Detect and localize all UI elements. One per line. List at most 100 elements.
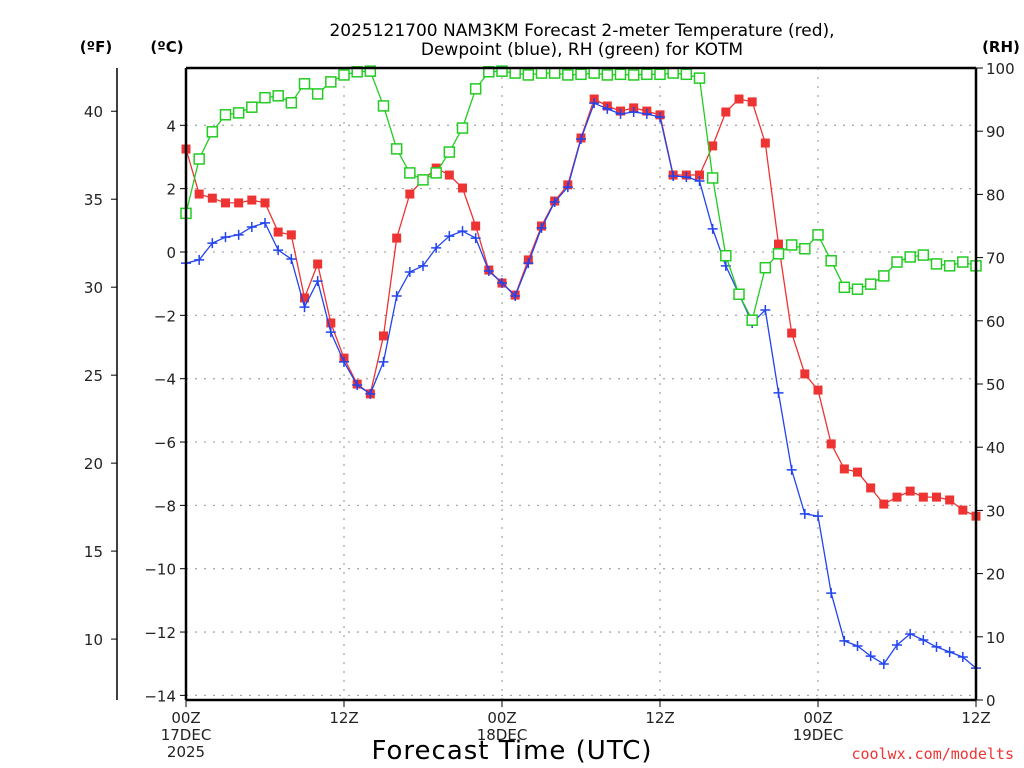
x-tick-label: 18DEC — [477, 726, 528, 744]
temperature-point — [260, 198, 270, 208]
temperature-point — [721, 107, 731, 117]
rh-point — [509, 67, 521, 79]
temperature-point — [247, 195, 257, 205]
plot-frame — [184, 66, 978, 702]
dewpoint-point — [562, 182, 573, 193]
rh-point — [338, 69, 350, 81]
celsius-tick-label: 2 — [166, 181, 176, 199]
dewpoint-point — [602, 103, 613, 114]
rh-point — [706, 172, 719, 184]
rh-point — [298, 78, 311, 90]
dewpoint-point — [194, 254, 205, 265]
celsius-tick-label: −6 — [154, 434, 176, 452]
x-tick-label: 12Z — [329, 709, 358, 727]
dewpoint-point — [628, 107, 639, 118]
temperature-point — [207, 193, 217, 203]
rh-point — [469, 83, 482, 95]
dewpoint-point — [220, 232, 231, 243]
dewpoint-point — [286, 253, 297, 264]
rh-point — [548, 67, 561, 79]
rh-point — [404, 167, 416, 179]
temperature-point — [760, 138, 770, 148]
rh-tick-label: 10 — [986, 629, 1005, 647]
rh-point — [930, 258, 943, 270]
dewpoint-point — [655, 112, 665, 123]
temperature-point — [471, 221, 481, 231]
series-rh — [180, 65, 982, 326]
temperature-point — [774, 239, 783, 249]
dewpoint-point — [207, 238, 218, 249]
rh-point — [443, 146, 456, 158]
axes: 40353025201510420−2−4−6−8−10−12−14100908… — [84, 60, 1015, 761]
rh-point — [785, 239, 798, 251]
rh-point — [456, 122, 469, 134]
x-tick-label: 12Z — [645, 709, 674, 727]
rh-point — [733, 288, 745, 301]
rh-axis-label: (RH) — [982, 38, 1020, 56]
dewpoint-point — [497, 278, 507, 289]
rh-tick-label: 0 — [986, 692, 996, 710]
fahrenheit-tick-label: 25 — [84, 367, 103, 385]
temperature-point — [313, 259, 323, 269]
rh-point — [562, 69, 574, 81]
dewpoint-point — [391, 291, 402, 302]
rh-tick-label: 20 — [986, 566, 1005, 584]
rh-tick-label: 100 — [986, 60, 1015, 78]
rh-point — [720, 249, 732, 262]
x-tick-label: 2025 — [167, 743, 205, 761]
chart-title-line-2: Dewpoint (blue), RH (green) for KOTM — [421, 40, 743, 60]
dewpoint-point — [773, 387, 784, 398]
temperature-point — [866, 483, 876, 493]
rh-point — [654, 68, 666, 81]
dewpoint-point — [694, 176, 705, 187]
temperature-point — [444, 170, 454, 180]
dewpoint-point — [615, 108, 626, 119]
rh-point — [575, 68, 587, 81]
dewpoint-point — [892, 640, 902, 651]
dewpoint-point — [418, 260, 428, 271]
rh-point — [627, 69, 640, 81]
rh-point — [272, 90, 284, 102]
rh-point — [417, 174, 429, 186]
credit-link[interactable]: coolwx.com/modelts — [851, 745, 1014, 763]
x-axis-title: Forecast Time (UTC) — [371, 736, 652, 766]
rh-point — [838, 281, 851, 294]
dewpoint-point — [444, 231, 455, 242]
rh-point — [799, 243, 811, 255]
rh-point — [390, 143, 403, 155]
temperature-point — [747, 97, 757, 107]
temperature-point — [695, 170, 704, 180]
dewpoint-point — [576, 133, 586, 144]
fahrenheit-tick-label: 40 — [84, 103, 103, 121]
dewpoint-point — [365, 388, 376, 399]
temperature-point — [734, 94, 744, 104]
dewpoint-point — [549, 196, 560, 207]
dewpoint-point — [641, 108, 652, 119]
temperature-point — [905, 486, 915, 496]
rh-point — [943, 260, 956, 272]
rh-point — [746, 314, 758, 326]
dewpoint-point — [957, 652, 968, 663]
rh-point — [957, 256, 969, 268]
dewpoint-point — [339, 356, 349, 367]
celsius-tick-label: −4 — [154, 371, 176, 389]
dewpoint-point — [905, 628, 916, 639]
celsius-tick-label: −2 — [154, 307, 176, 325]
temperature-point — [853, 467, 862, 477]
dewpoint-point — [457, 226, 468, 237]
rh-tick-label: 40 — [986, 439, 1005, 457]
rh-point — [193, 153, 205, 165]
dewpoint-line — [185, 102, 977, 669]
temperature-point — [787, 328, 797, 338]
celsius-tick-label: −10 — [144, 561, 176, 579]
temperature-point — [892, 492, 902, 502]
x-tick-label: 17DEC — [161, 726, 212, 744]
dewpoint-point — [786, 464, 797, 475]
rh-point — [285, 97, 298, 109]
dewpoint-point — [813, 511, 823, 522]
rh-point — [232, 107, 245, 119]
rh-tick-label: 50 — [986, 376, 1005, 394]
x-tick-label: 00Z — [171, 709, 200, 727]
dewpoint-point — [826, 588, 837, 599]
rh-point — [325, 76, 337, 88]
